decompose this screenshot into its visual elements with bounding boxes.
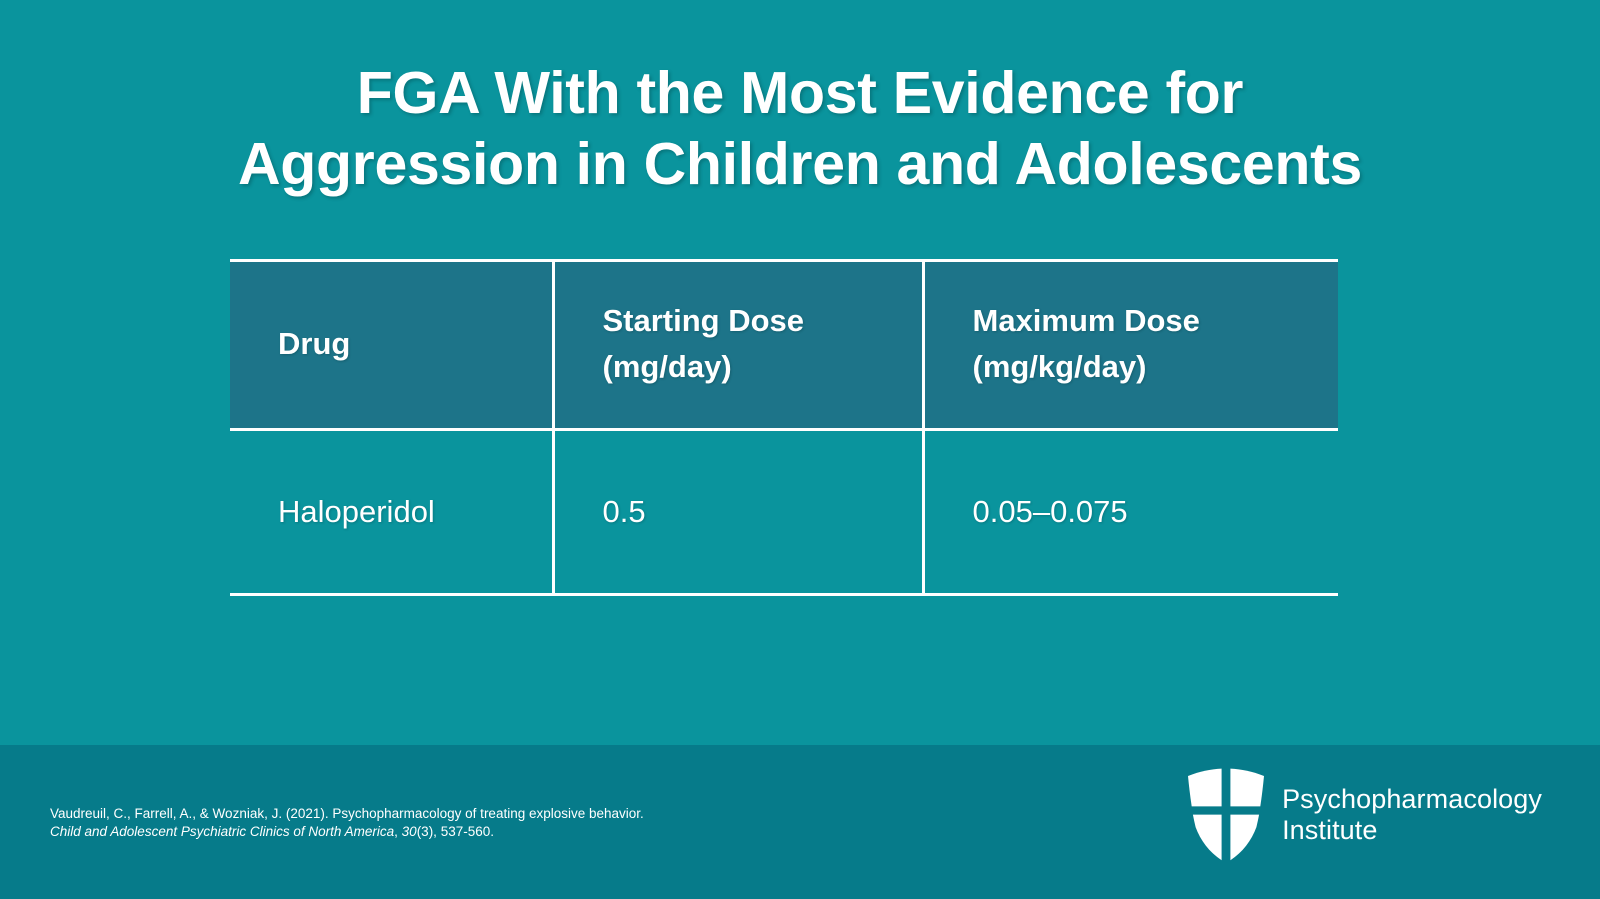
table-header-maximum-dose-line-2: (mg/kg/day) bbox=[972, 349, 1147, 384]
citation-line-1: Vaudreuil, C., Farrell, A., & Wozniak, J… bbox=[50, 806, 644, 821]
brand-logo-text-line-2: Institute bbox=[1282, 814, 1378, 845]
citation-line-2: Child and Adolescent Psychiatric Clinics… bbox=[50, 823, 644, 841]
table-header-maximum-dose: Maximum Dose (mg/kg/day) bbox=[921, 259, 1338, 431]
table-header-drug: Drug bbox=[230, 259, 553, 431]
table-header-maximum-dose-line-1: Maximum Dose bbox=[972, 303, 1200, 338]
table-header-starting-dose-line-2: (mg/day) bbox=[602, 349, 732, 384]
table-header-row: Drug Starting Dose (mg/day) Maximum Dose… bbox=[230, 259, 1338, 431]
citation-journal-separator: , bbox=[394, 824, 402, 839]
brand-logo-text-line-1: Psychopharmacology bbox=[1282, 783, 1542, 814]
citation-issue-pages: (3), 537-560. bbox=[416, 824, 494, 839]
shield-logo-icon bbox=[1188, 768, 1265, 861]
page-title-line-1: FGA With the Most Evidence for bbox=[356, 60, 1244, 126]
dosing-table: Drug Starting Dose (mg/day) Maximum Dose… bbox=[230, 259, 1338, 596]
table-row: Haloperidol 0.5 0.05–0.075 bbox=[230, 429, 1338, 596]
table-header-drug-line-1: Drug bbox=[278, 326, 351, 361]
footer-band: Vaudreuil, C., Farrell, A., & Wozniak, J… bbox=[0, 745, 1600, 899]
citation-volume: 30 bbox=[401, 824, 417, 839]
cell-maximum-dose: 0.05–0.075 bbox=[921, 429, 1338, 596]
table-header-starting-dose-line-1: Starting Dose bbox=[602, 303, 805, 338]
page-title: FGA With the Most Evidence for Aggressio… bbox=[120, 58, 1480, 200]
page-title-line-2: Aggression in Children and Adolescents bbox=[238, 131, 1362, 197]
table-header: Drug Starting Dose (mg/day) Maximum Dose… bbox=[230, 259, 1338, 431]
table-body: Haloperidol 0.5 0.05–0.075 bbox=[230, 429, 1338, 596]
dosing-table-container: Drug Starting Dose (mg/day) Maximum Dose… bbox=[230, 259, 1338, 596]
brand-logo-text: Psychopharmacology Institute bbox=[1282, 784, 1542, 846]
table-header-starting-dose: Starting Dose (mg/day) bbox=[551, 259, 923, 431]
cell-drug-name: Haloperidol bbox=[230, 429, 553, 596]
cell-starting-dose: 0.5 bbox=[551, 429, 923, 596]
brand-logo: Psychopharmacology Institute bbox=[1187, 767, 1542, 862]
citation-reference: Vaudreuil, C., Farrell, A., & Wozniak, J… bbox=[50, 805, 644, 841]
citation-journal-name: Child and Adolescent Psychiatric Clinics… bbox=[50, 824, 395, 839]
